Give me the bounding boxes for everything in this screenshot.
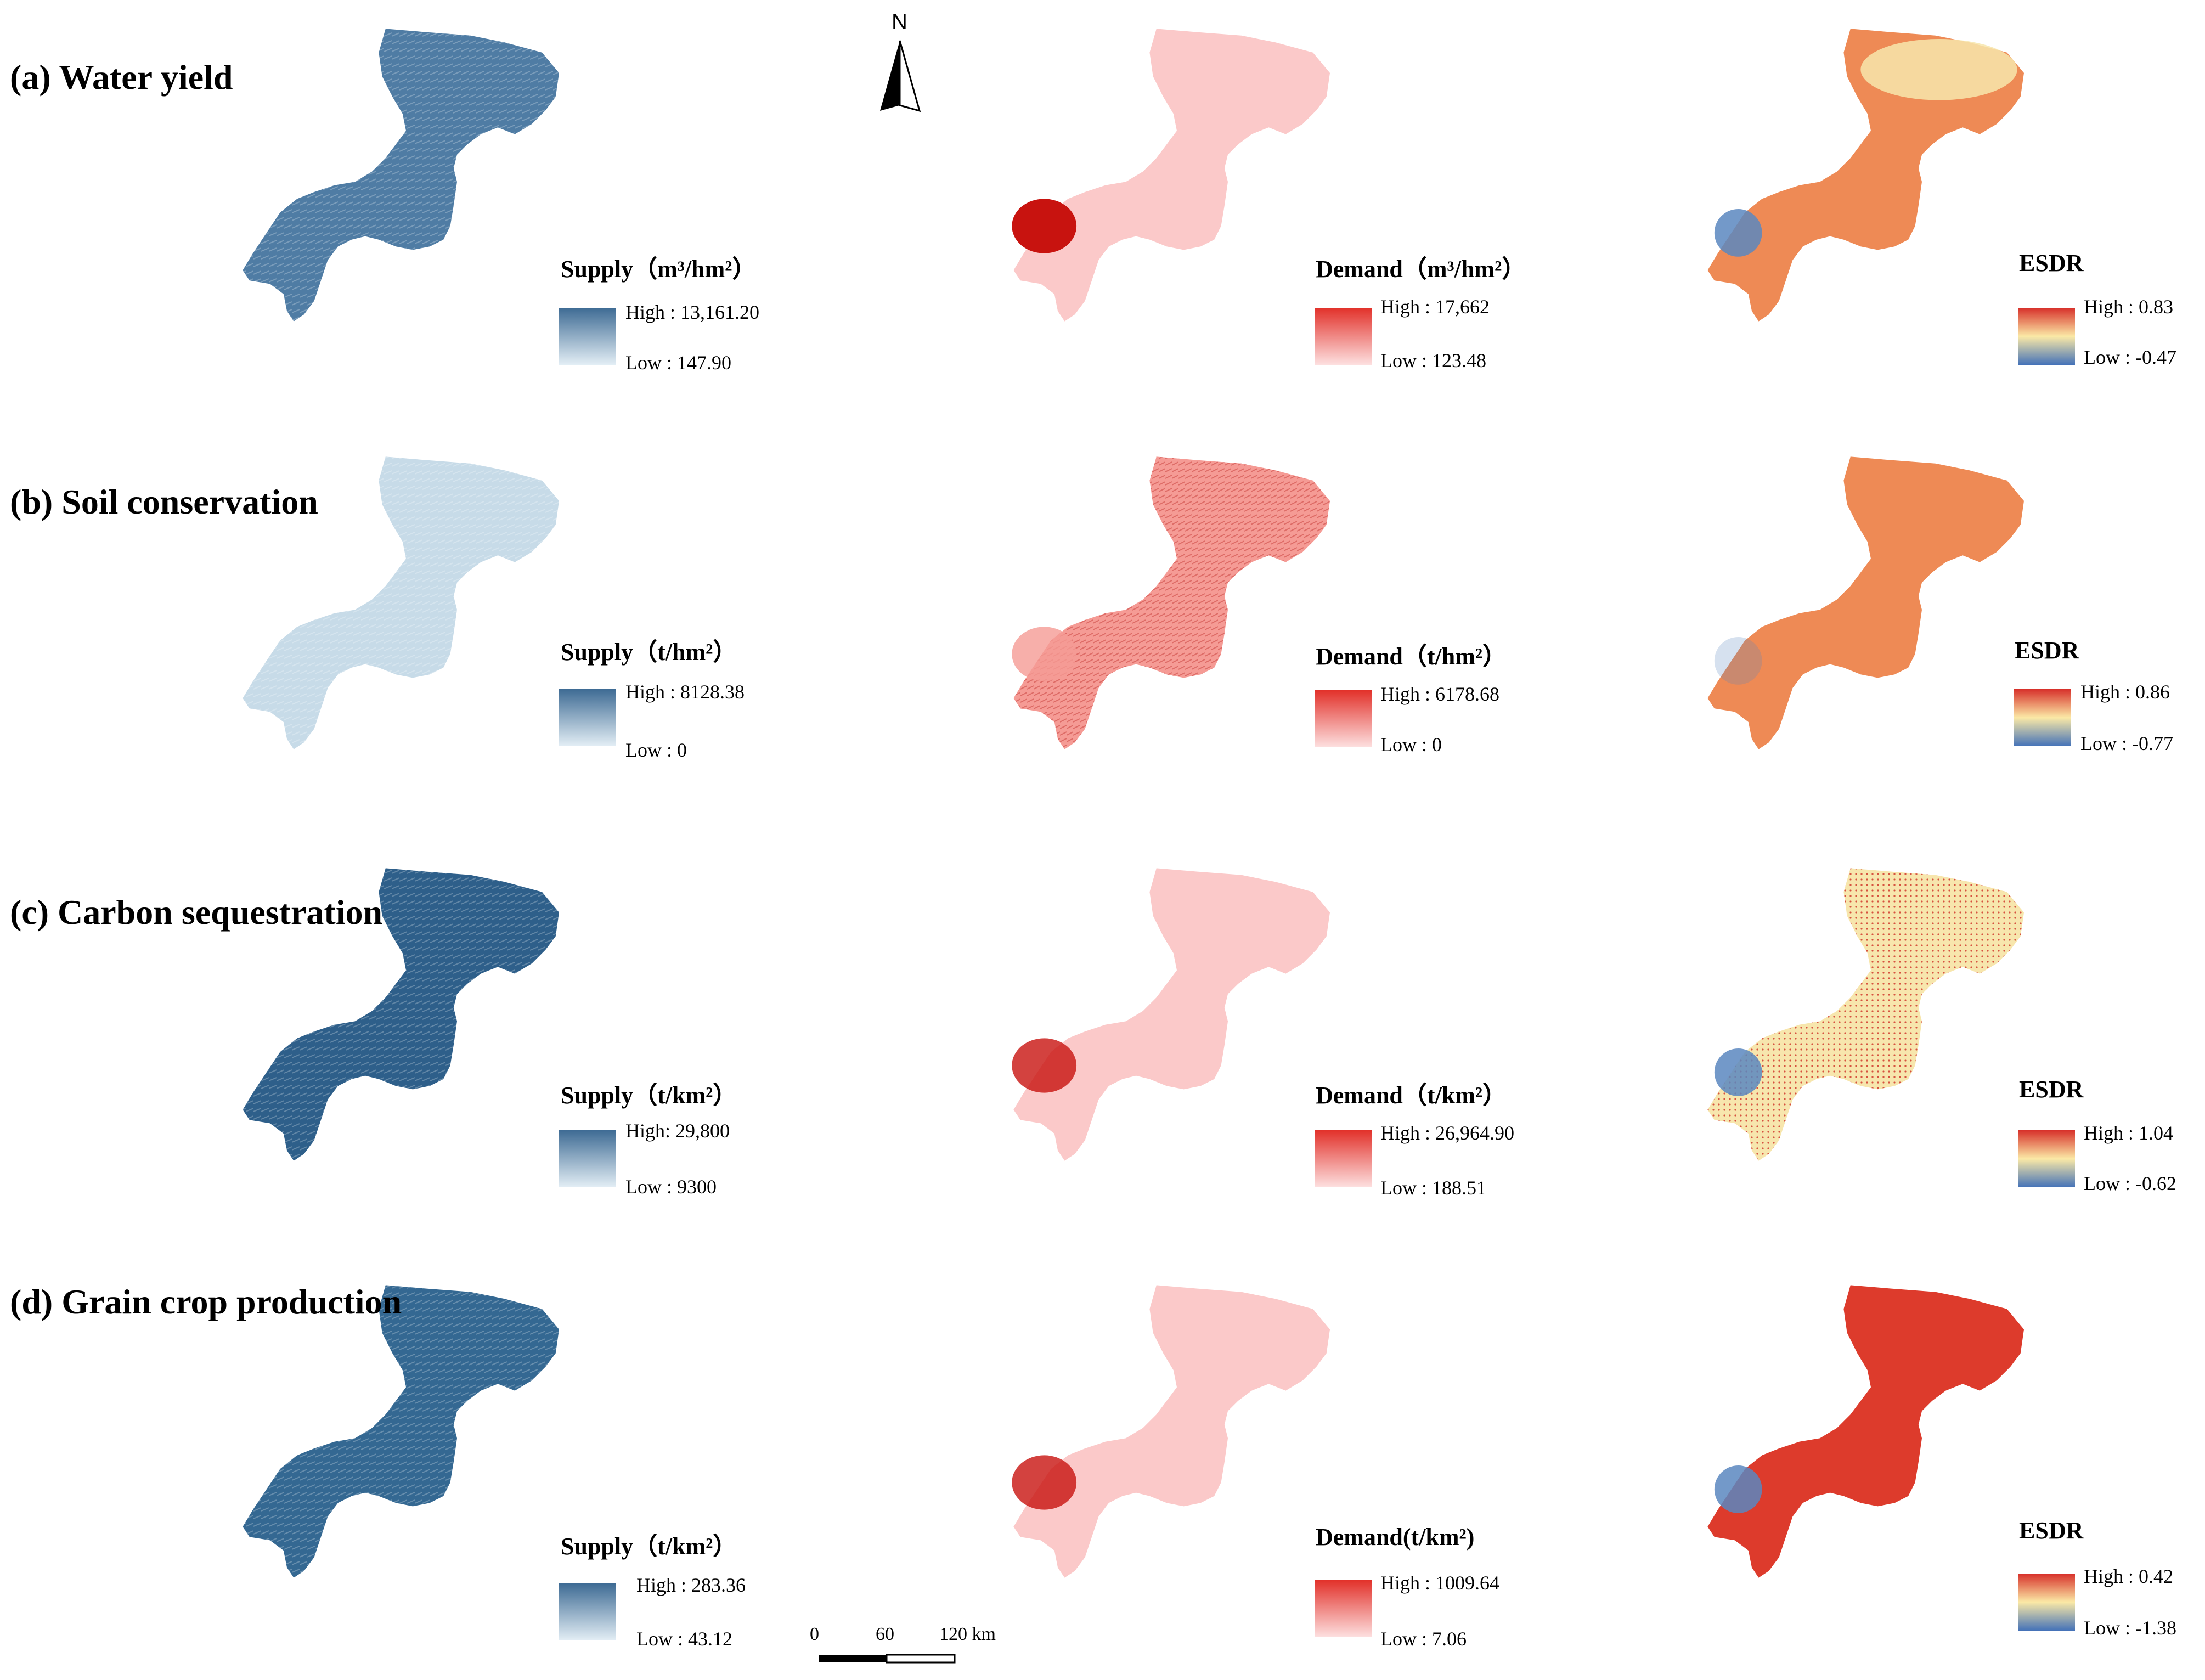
legend-low-c-esdr: Low : -0.62 bbox=[2084, 1172, 2176, 1194]
map-c-demand-hotspot bbox=[1012, 1038, 1077, 1093]
legend-ramp-b-demand bbox=[1315, 690, 1372, 747]
map-c-supply-texture bbox=[243, 868, 559, 1161]
legend-title-d-demand: Demand(t/km²) bbox=[1316, 1524, 1475, 1551]
legend-ramp-b-esdr bbox=[2014, 689, 2071, 746]
legend-high-d-demand: High : 1009.64 bbox=[1380, 1572, 1500, 1594]
map-c-demand bbox=[1013, 868, 1330, 1161]
legend-title-d-supply: Supply（t/km²） bbox=[561, 1533, 737, 1560]
legend-low-a-esdr: Low : -0.47 bbox=[2084, 346, 2176, 368]
legend-high-b-esdr: High : 0.86 bbox=[2080, 681, 2170, 703]
map-a-demand bbox=[1013, 29, 1330, 322]
legend-high-b-demand: High : 6178.68 bbox=[1380, 683, 1500, 705]
legend-title-b-supply: Supply（t/hm²） bbox=[561, 639, 737, 666]
map-a-demand-hotspot bbox=[1012, 199, 1077, 253]
map-a-esdr bbox=[1707, 29, 2024, 322]
row-title-carbon-sequestration: (c) Carbon sequestration bbox=[10, 893, 383, 932]
map-d-esdr bbox=[1707, 1285, 2024, 1578]
legend-high-b-supply: High : 8128.38 bbox=[625, 681, 745, 703]
row-title-water-yield: (a) Water yield bbox=[10, 58, 233, 97]
map-a-esdr-highland bbox=[1860, 39, 2017, 100]
map-b-esdr bbox=[1707, 456, 2024, 749]
map-b-esdr-lowzone bbox=[1714, 637, 1762, 685]
legend-title-b-esdr: ESDR bbox=[2015, 637, 2079, 664]
legend-low-a-supply: Low : 147.90 bbox=[625, 352, 731, 374]
map-a-esdr-lowzone bbox=[1714, 209, 1762, 257]
legend-ramp-b-supply bbox=[559, 689, 616, 746]
map-b-demand-hotspot bbox=[1012, 627, 1077, 681]
legend-low-d-esdr: Low : -1.38 bbox=[2084, 1617, 2176, 1639]
legend-title-d-esdr: ESDR bbox=[2019, 1517, 2084, 1544]
legend-ramp-d-demand bbox=[1315, 1580, 1372, 1637]
map-d-supply-texture bbox=[243, 1285, 559, 1578]
legend-title-a-supply: Supply（m³/hm²） bbox=[561, 256, 757, 283]
legend-high-a-esdr: High : 0.83 bbox=[2084, 296, 2174, 318]
north-arrow-icon bbox=[880, 40, 921, 112]
legend-low-b-esdr: Low : -0.77 bbox=[2080, 732, 2173, 754]
legend-ramp-a-demand bbox=[1315, 308, 1372, 365]
map-b-demand-texture bbox=[1013, 456, 1330, 749]
row-title-grain-crop-production: (d) Grain crop production bbox=[10, 1282, 402, 1321]
scale-bar bbox=[819, 1654, 956, 1664]
map-b-supply-texture bbox=[243, 456, 559, 749]
legend-title-a-esdr: ESDR bbox=[2019, 250, 2084, 277]
scale-label-120km: 120 km bbox=[939, 1624, 996, 1644]
map-c-esdr-lowzone bbox=[1714, 1048, 1762, 1096]
legend-ramp-a-esdr bbox=[2018, 308, 2075, 365]
row-title-soil-conservation: (b) Soil conservation bbox=[10, 482, 318, 521]
legend-ramp-d-supply bbox=[559, 1583, 616, 1640]
legend-ramp-d-esdr bbox=[2018, 1574, 2075, 1631]
north-label: N bbox=[892, 10, 907, 34]
legend-high-a-supply: High : 13,161.20 bbox=[625, 301, 760, 323]
legend-low-d-demand: Low : 7.06 bbox=[1380, 1628, 1467, 1650]
legend-title-c-supply: Supply（t/km²） bbox=[561, 1082, 737, 1109]
legend-high-c-supply: High: 29,800 bbox=[625, 1120, 730, 1142]
map-d-demand bbox=[1013, 1285, 1330, 1578]
legend-ramp-c-demand bbox=[1315, 1130, 1372, 1187]
legend-low-a-demand: Low : 123.48 bbox=[1380, 349, 1486, 371]
legend-high-c-demand: High : 26,964.90 bbox=[1380, 1122, 1515, 1144]
scale-label-0: 0 bbox=[810, 1624, 819, 1644]
legend-low-b-demand: Low : 0 bbox=[1380, 734, 1442, 756]
legend-title-c-esdr: ESDR bbox=[2019, 1076, 2084, 1103]
legend-title-b-demand: Demand（t/hm²） bbox=[1316, 643, 1507, 670]
legend-low-c-demand: Low : 188.51 bbox=[1380, 1177, 1486, 1199]
legend-ramp-c-supply bbox=[559, 1130, 616, 1187]
legend-title-c-demand: Demand（t/km²） bbox=[1316, 1082, 1507, 1109]
map-a-supply-texture bbox=[243, 29, 559, 322]
legend-ramp-c-esdr bbox=[2018, 1130, 2075, 1187]
map-c-esdr-texture bbox=[1707, 868, 2024, 1161]
scale-label-60: 60 bbox=[876, 1624, 894, 1644]
legend-low-c-supply: Low : 9300 bbox=[625, 1176, 717, 1198]
legend-low-b-supply: Low : 0 bbox=[625, 739, 687, 761]
map-d-demand-hotspot bbox=[1012, 1455, 1077, 1510]
map-d-esdr-lowzone bbox=[1714, 1465, 1762, 1513]
legend-ramp-a-supply bbox=[559, 308, 616, 365]
legend-high-c-esdr: High : 1.04 bbox=[2084, 1122, 2174, 1144]
legend-high-a-demand: High : 17,662 bbox=[1380, 296, 1490, 318]
legend-high-d-esdr: High : 0.42 bbox=[2084, 1565, 2174, 1587]
legend-title-a-demand: Demand（m³/hm²） bbox=[1316, 256, 1526, 283]
legend-high-d-supply: High : 283.36 bbox=[636, 1574, 746, 1596]
legend-low-d-supply: Low : 43.12 bbox=[636, 1628, 732, 1650]
